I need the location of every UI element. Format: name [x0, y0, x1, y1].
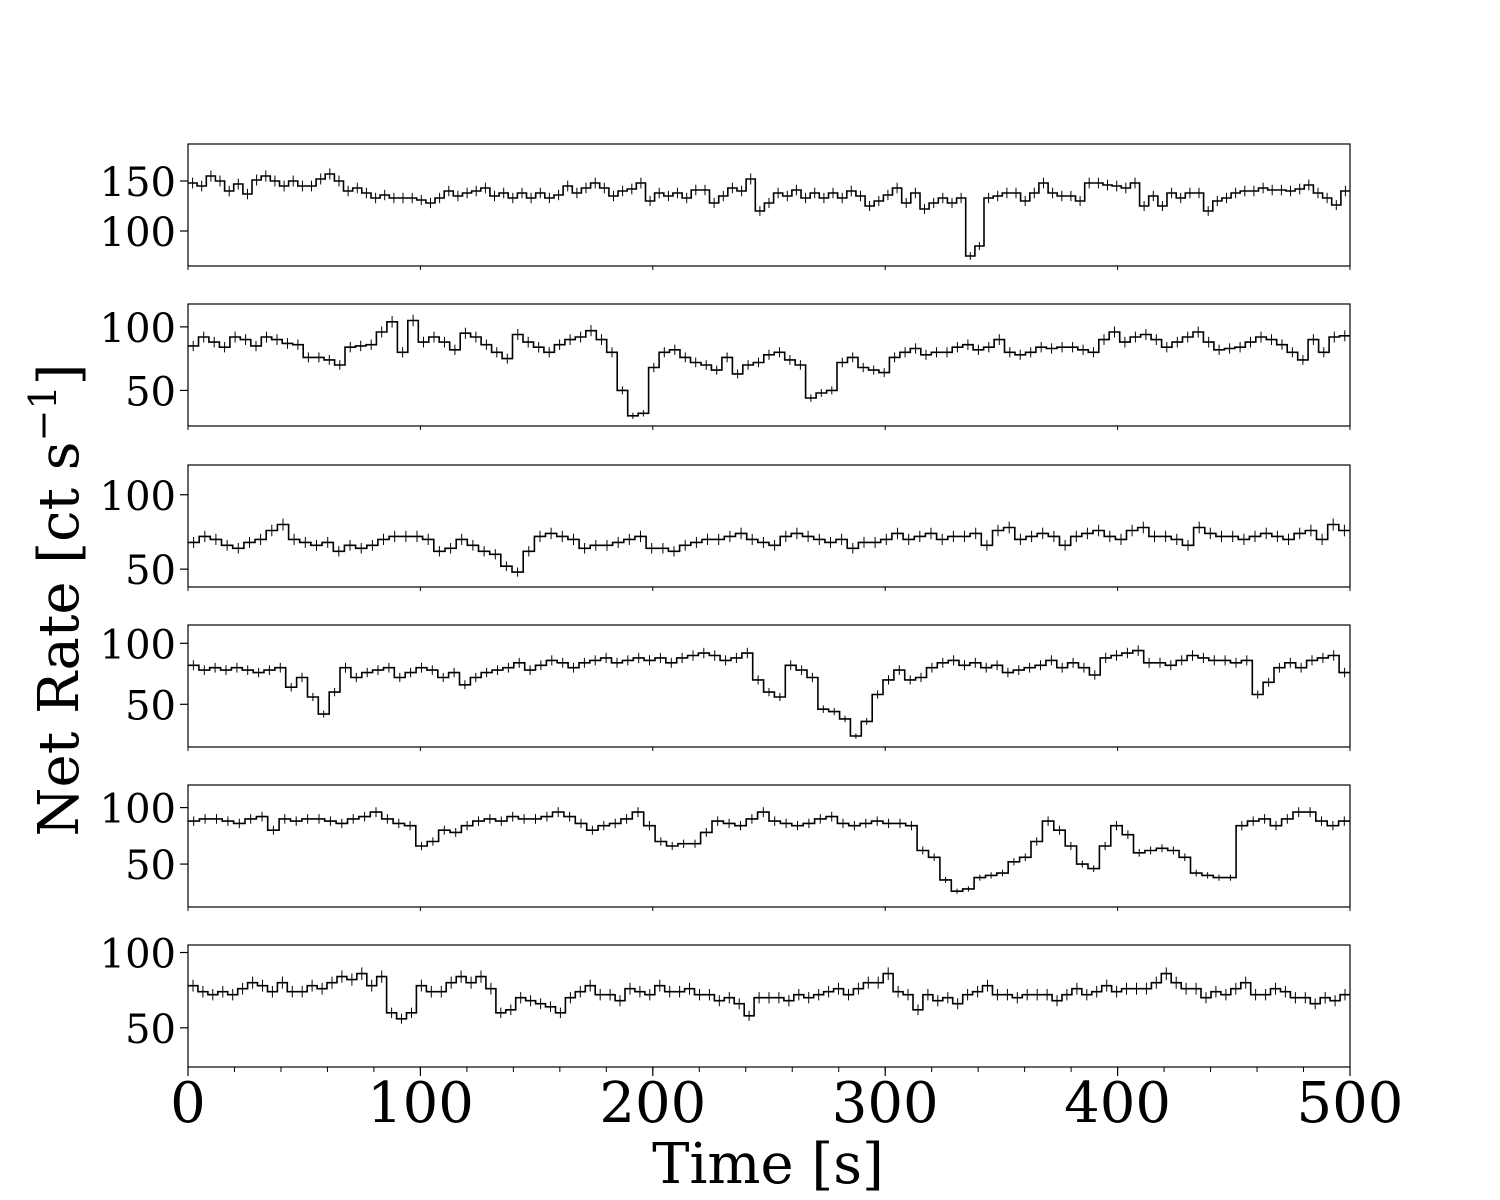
y-tick-label: 50: [125, 1007, 176, 1053]
y-tick-label: 50: [125, 369, 176, 415]
x-tick-label: 200: [599, 1071, 706, 1136]
y-tick-label: 100: [100, 306, 176, 352]
panel-4-error-bars: [192, 645, 1346, 739]
panel-3-error-bars: [193, 518, 1345, 577]
panel-1-error-bars: [192, 168, 1346, 260]
y-axis-label: Net Rate [ct s−1]: [21, 364, 92, 837]
panel-5-frame: [187, 784, 1351, 908]
x-axis: 0 100 200 300 400 500: [170, 1067, 1403, 1136]
panel-2-error-bars: [192, 314, 1346, 419]
y-axis-label-main: Net Rate [ct s: [27, 441, 92, 836]
panel-3: 50 100: [100, 464, 1351, 594]
y-tick-label: 100: [100, 210, 176, 256]
panel-5-rate-curve: [188, 811, 1350, 892]
panel-6-rate-curve: [188, 972, 1350, 1020]
panel-2-rate-curve: [188, 319, 1350, 417]
x-tick-label: 100: [367, 1071, 474, 1136]
panel-6: 50 100: [100, 932, 1351, 1071]
y-axis-label-close: ]: [27, 364, 92, 386]
y-tick-label: 50: [125, 548, 176, 594]
panel-3-frame: [187, 464, 1351, 588]
panel-4-frame: [187, 624, 1351, 748]
x-axis-label: Time [s]: [652, 1132, 884, 1197]
x-tick-label: 0: [170, 1071, 206, 1136]
panel-3-rate-curve: [188, 523, 1350, 573]
x-tick-label: 300: [832, 1071, 939, 1136]
panel-2-frame: [187, 303, 1351, 427]
panel-5-error-bars: [193, 807, 1345, 894]
y-tick-label: 100: [100, 474, 176, 520]
y-tick-label: 100: [100, 787, 176, 833]
y-tick-label: 150: [100, 160, 176, 206]
panel-1-rate-curve: [188, 173, 1350, 257]
y-axis-label-exponent: −1: [21, 385, 65, 441]
panel-4-rate-curve: [188, 649, 1350, 737]
y-tick-label: 100: [100, 622, 176, 668]
panel-1-frame: [187, 143, 1351, 267]
y-tick-label: 100: [100, 932, 176, 978]
panel-6-frame: [187, 944, 1351, 1068]
panel-6-error-bars: [192, 967, 1346, 1024]
y-tick-label: 50: [125, 683, 176, 729]
y-tick-label: 50: [125, 843, 176, 889]
x-tick-label: 400: [1064, 1071, 1171, 1136]
x-tick-label: 500: [1297, 1071, 1404, 1136]
